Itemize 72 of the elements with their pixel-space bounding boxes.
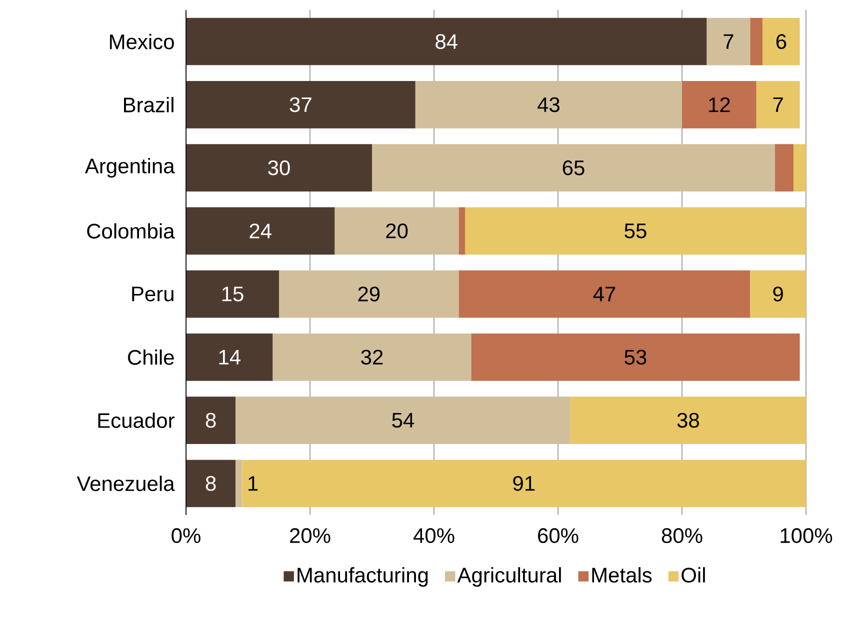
data-label: 7 bbox=[773, 97, 783, 112]
bar bbox=[186, 18, 707, 66]
bar bbox=[706, 18, 750, 66]
data-label: 91 bbox=[513, 476, 535, 491]
bar bbox=[794, 144, 806, 192]
x-tick-label: 40% bbox=[413, 528, 454, 544]
data-label: 6 bbox=[776, 34, 786, 49]
data-label: 8 bbox=[206, 476, 216, 491]
bar bbox=[756, 81, 800, 128]
bar bbox=[236, 460, 242, 508]
data-label: 54 bbox=[392, 412, 414, 428]
bar bbox=[186, 81, 416, 128]
legend-label: Metals bbox=[592, 567, 652, 583]
data-label: 38 bbox=[677, 412, 699, 428]
data-label: 15 bbox=[222, 286, 244, 302]
x-tick-label: 20% bbox=[290, 528, 330, 544]
data-label: 29 bbox=[358, 286, 380, 302]
y-tick-label: Argentina bbox=[84, 158, 175, 178]
bar bbox=[415, 81, 682, 128]
x-tick-label: 80% bbox=[662, 528, 702, 544]
bar bbox=[186, 144, 372, 192]
bar bbox=[762, 18, 800, 66]
bar bbox=[775, 144, 794, 192]
legend-label: Oil bbox=[682, 567, 705, 583]
data-label: 84 bbox=[436, 34, 458, 49]
data-label: 20 bbox=[386, 223, 408, 238]
x-tick-label: 0% bbox=[172, 528, 200, 544]
bar bbox=[186, 460, 236, 508]
bar bbox=[682, 81, 756, 128]
data-label: 9 bbox=[773, 286, 783, 302]
y-tick-label: Venezuela bbox=[76, 476, 175, 492]
data-label: 53 bbox=[624, 350, 646, 365]
y-tick-label: Colombia bbox=[87, 223, 175, 239]
legend-label: Manufacturing bbox=[298, 567, 428, 587]
bar bbox=[372, 144, 775, 192]
bar bbox=[750, 18, 763, 66]
x-tick-label: 60% bbox=[538, 528, 578, 544]
bar bbox=[334, 207, 459, 255]
bar bbox=[186, 396, 236, 444]
y-tick-label: Ecuador bbox=[98, 412, 174, 428]
bar bbox=[242, 460, 806, 508]
data-label: 12 bbox=[709, 97, 730, 112]
data-label: 47 bbox=[593, 286, 616, 302]
bar bbox=[272, 334, 472, 381]
data-label: 1 bbox=[248, 476, 258, 491]
data-label: 37 bbox=[290, 97, 312, 112]
bar bbox=[458, 270, 750, 318]
y-tick-label: Chile bbox=[128, 349, 174, 365]
bar bbox=[471, 334, 800, 381]
bar bbox=[570, 396, 806, 444]
y-tick-label: Mexico bbox=[110, 34, 174, 50]
data-label: 8 bbox=[206, 412, 216, 428]
bar bbox=[458, 207, 465, 255]
data-label: 24 bbox=[250, 224, 272, 238]
x-tick-label: 100% bbox=[780, 528, 832, 544]
data-label: 30 bbox=[268, 160, 290, 176]
y-tick-label: Peru bbox=[132, 286, 174, 302]
bar bbox=[750, 270, 806, 318]
bar bbox=[186, 270, 280, 318]
bar bbox=[186, 207, 335, 255]
data-label: 32 bbox=[361, 350, 383, 365]
y-tick-label: Brazil bbox=[124, 96, 174, 112]
data-label: 14 bbox=[219, 350, 240, 364]
bar bbox=[186, 334, 273, 381]
bar bbox=[279, 270, 459, 318]
legend-label: Agricultural bbox=[457, 567, 561, 587]
bar bbox=[465, 207, 806, 255]
bar bbox=[236, 396, 570, 444]
data-label: 55 bbox=[624, 224, 646, 238]
data-label: 65 bbox=[562, 160, 584, 176]
data-label: 7 bbox=[724, 34, 734, 49]
data-label: 43 bbox=[538, 97, 560, 112]
